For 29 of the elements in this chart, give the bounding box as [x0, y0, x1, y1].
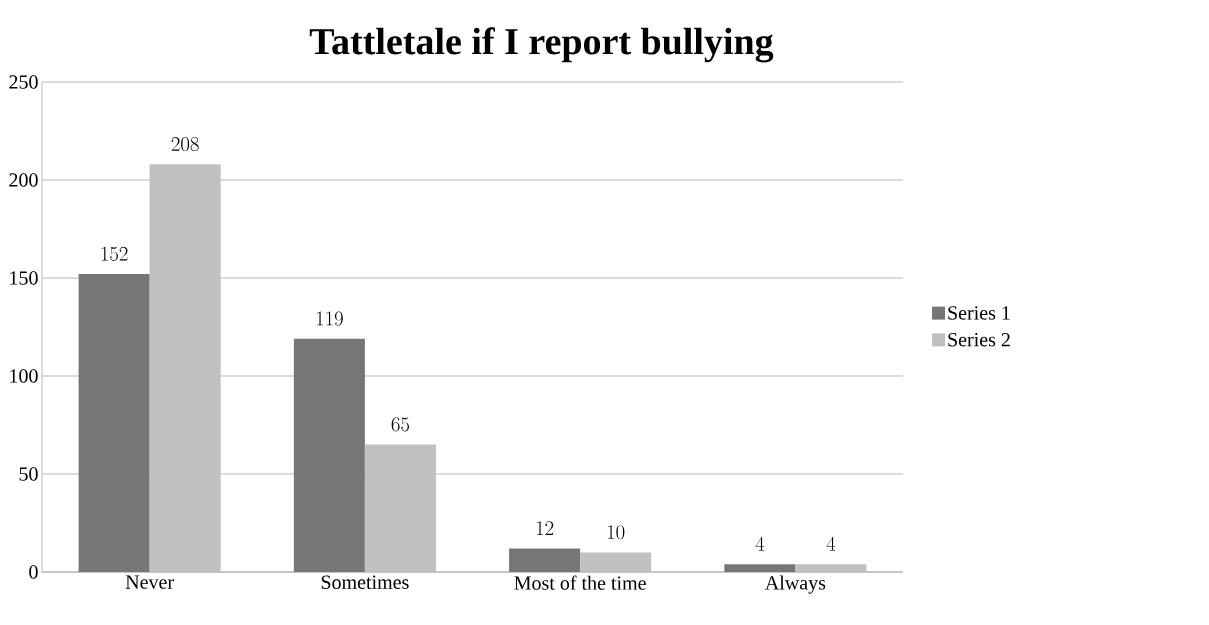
bar [509, 548, 581, 572]
data-label: 65 [391, 417, 410, 432]
y-tick-label: 100 [10, 369, 38, 383]
legend-label: Series 2 [948, 333, 1010, 347]
data-label: 119 [316, 311, 343, 326]
data-label: 12 [536, 521, 554, 535]
data-label: 208 [171, 137, 199, 152]
data-label: 4 [755, 536, 765, 551]
bar [293, 338, 365, 572]
x-tick-label: Most of the time [514, 575, 646, 590]
y-tick-label: 250 [9, 75, 38, 89]
y-tick-label: 150 [10, 271, 38, 285]
bar [795, 564, 867, 572]
bar [149, 164, 221, 572]
bar [78, 274, 150, 572]
y-tick-label: 50 [19, 467, 38, 481]
bar [580, 552, 652, 572]
bar [724, 564, 796, 572]
y-tick-label: 0 [29, 565, 38, 579]
x-tick-label: Never [125, 575, 174, 589]
data-label: 152 [101, 246, 128, 261]
bar [364, 444, 436, 572]
y-tick-label: 200 [9, 173, 38, 187]
data-label: 4 [826, 536, 836, 551]
x-tick-label: Always [765, 575, 826, 594]
legend-label: Series 1 [948, 306, 1010, 320]
data-label: 10 [607, 525, 625, 540]
x-tick-label: Sometimes [321, 575, 409, 589]
chart-title: Tattletale if I report bullying [309, 27, 774, 63]
